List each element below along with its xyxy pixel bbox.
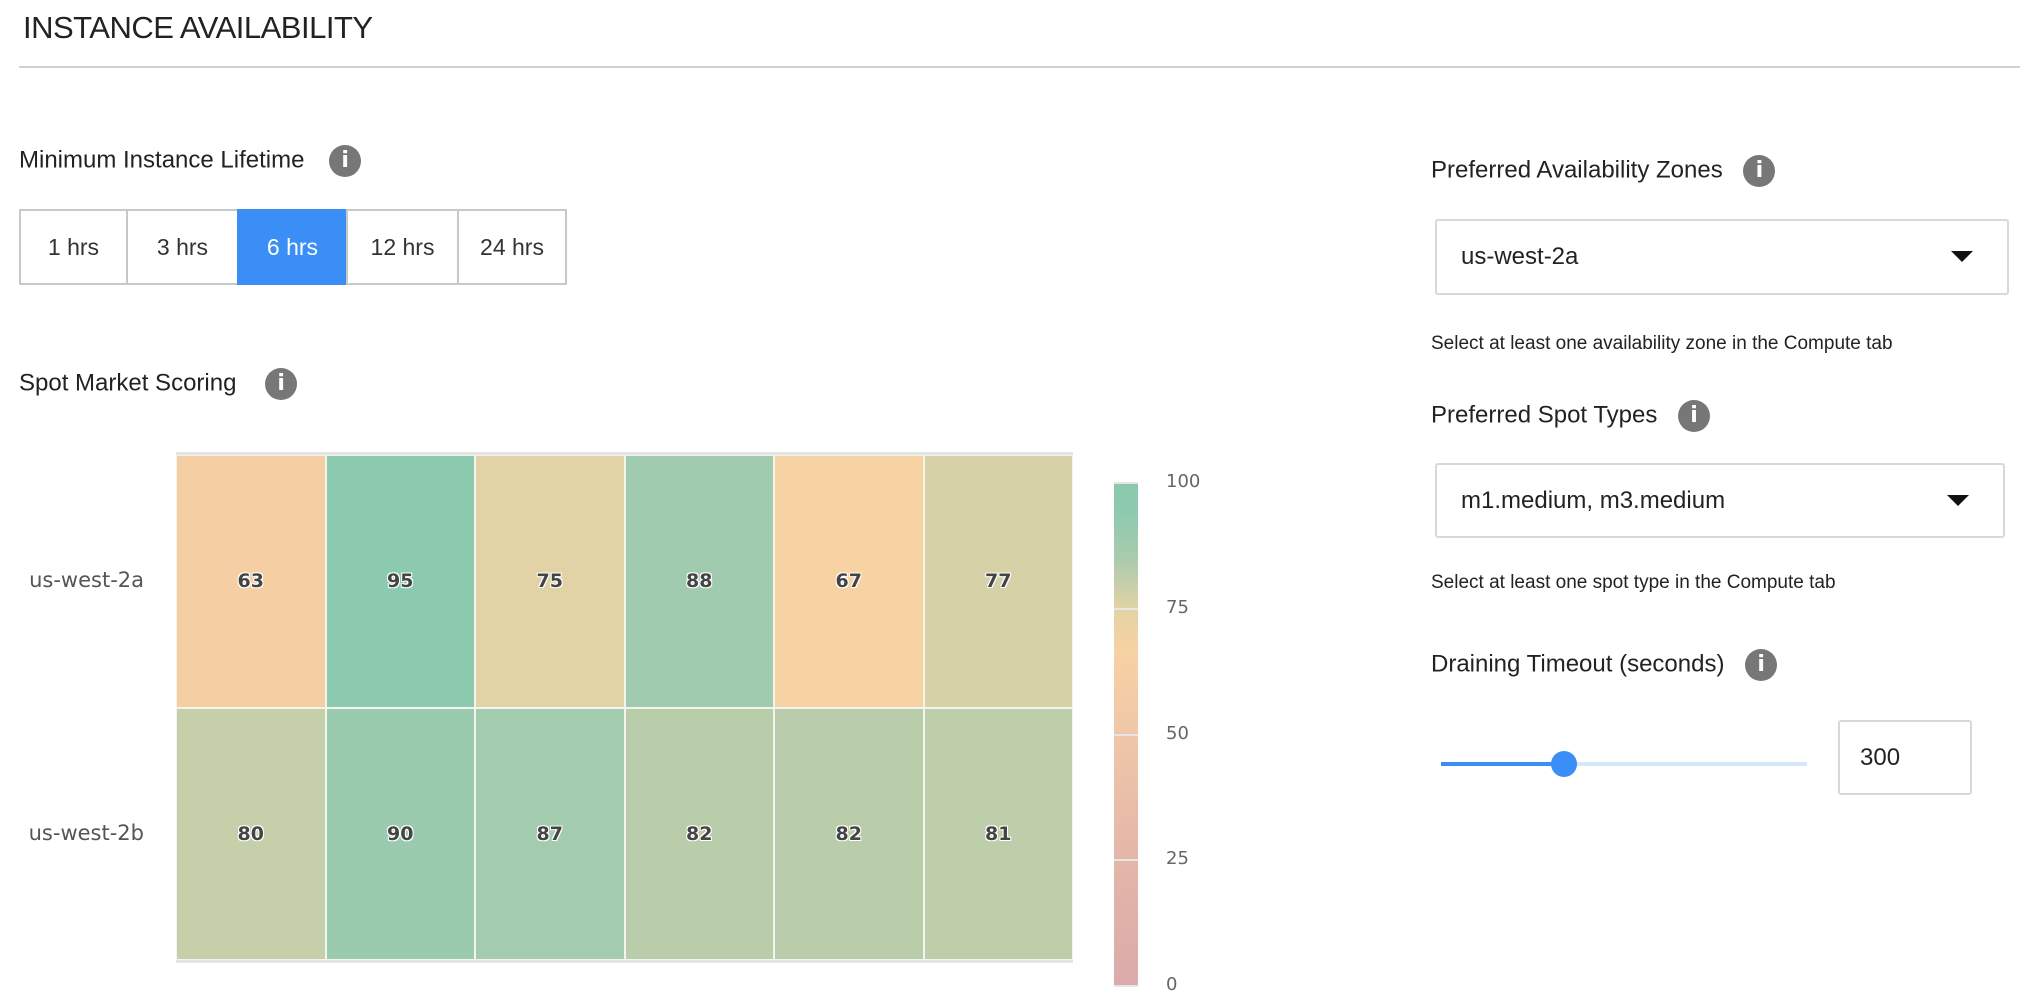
colorbar-tick-line (1114, 482, 1138, 484)
info-icon[interactable]: i (1678, 400, 1711, 432)
colorbar-tick-label: 100 (1166, 471, 1201, 492)
spot-types-label: Preferred Spot Types (1431, 401, 1658, 429)
draining-slider[interactable] (1441, 751, 1807, 777)
draining-label-row: Draining Timeout (seconds) i (1431, 649, 1778, 681)
divider (19, 66, 2020, 68)
colorbar-tick-label: 0 (1166, 974, 1178, 995)
heatmap-cell: 75 (475, 455, 625, 708)
heatmap-cell: 82 (624, 707, 774, 960)
scoring-label-row: Spot Market Scoring i (19, 368, 298, 400)
row-label: us-west-2a (29, 568, 144, 593)
draining-value: 300 (1860, 743, 1901, 771)
heatmap-cell: 81 (923, 707, 1073, 960)
slider-track (1441, 762, 1807, 766)
zones-label-row: Preferred Availability Zones i (1431, 155, 1776, 187)
colorbar-tick-line (1114, 733, 1138, 736)
info-icon[interactable]: i (1745, 649, 1778, 681)
lifetime-option[interactable]: 1 hrs (19, 209, 128, 285)
draining-input[interactable]: 300 (1838, 720, 1972, 795)
lifetime-label-row: Minimum Instance Lifetime i (19, 145, 362, 177)
zones-value: us-west-2a (1461, 243, 1579, 270)
colorbar-tick-line (1114, 607, 1138, 610)
spot-types-value: m1.medium, m3.medium (1461, 486, 1726, 514)
colorbar-tick-label: 25 (1166, 848, 1189, 870)
colorbar-tick-line (1114, 985, 1138, 987)
draining-label: Draining Timeout (seconds) (1431, 650, 1725, 678)
heatmap-cell: 90 (325, 707, 475, 960)
heatmap-cell: 95 (325, 455, 475, 708)
zones-label: Preferred Availability Zones (1431, 156, 1723, 184)
heatmap-cell: 88 (624, 455, 774, 708)
lifetime-option[interactable]: 24 hrs (457, 209, 567, 285)
lifetime-option[interactable]: 6 hrs (237, 209, 348, 285)
heatmap-cell: 63 (176, 455, 326, 708)
row-label: us-west-2b (28, 820, 144, 845)
heatmap-cell: 77 (923, 455, 1073, 708)
colorbar-tick-label: 75 (1166, 596, 1189, 618)
spot-types-helper: Select at least one spot type in the Com… (1431, 572, 1836, 593)
heatmap-cell: 82 (774, 707, 924, 960)
heatmap-cell: 67 (774, 455, 924, 708)
lifetime-option[interactable]: 3 hrs (126, 209, 239, 285)
colorbar-tick-label: 50 (1166, 722, 1189, 744)
info-icon[interactable]: i (329, 145, 362, 177)
info-icon[interactable]: i (265, 368, 298, 400)
lifetime-option[interactable]: 12 hrs (346, 209, 459, 285)
heatmap-cell: 80 (176, 707, 326, 960)
heatmap-cell: 87 (475, 707, 625, 960)
zones-dropdown[interactable]: us-west-2a (1435, 219, 2009, 295)
info-icon[interactable]: i (1743, 155, 1776, 187)
caret-down-icon (1951, 251, 1973, 262)
spot-types-label-row: Preferred Spot Types i (1431, 400, 1711, 432)
scoring-label: Spot Market Scoring (19, 369, 237, 397)
section-title: INSTANCE AVAILABILITY (23, 10, 373, 45)
colorbar-tick-line (1114, 859, 1138, 862)
spot-types-dropdown[interactable]: m1.medium, m3.medium (1435, 463, 2005, 538)
lifetime-label: Minimum Instance Lifetime (19, 146, 305, 174)
slider-thumb[interactable] (1551, 751, 1578, 777)
slider-fill (1441, 762, 1565, 766)
caret-down-icon (1947, 494, 1969, 506)
zones-helper: Select at least one availability zone in… (1431, 333, 1893, 354)
